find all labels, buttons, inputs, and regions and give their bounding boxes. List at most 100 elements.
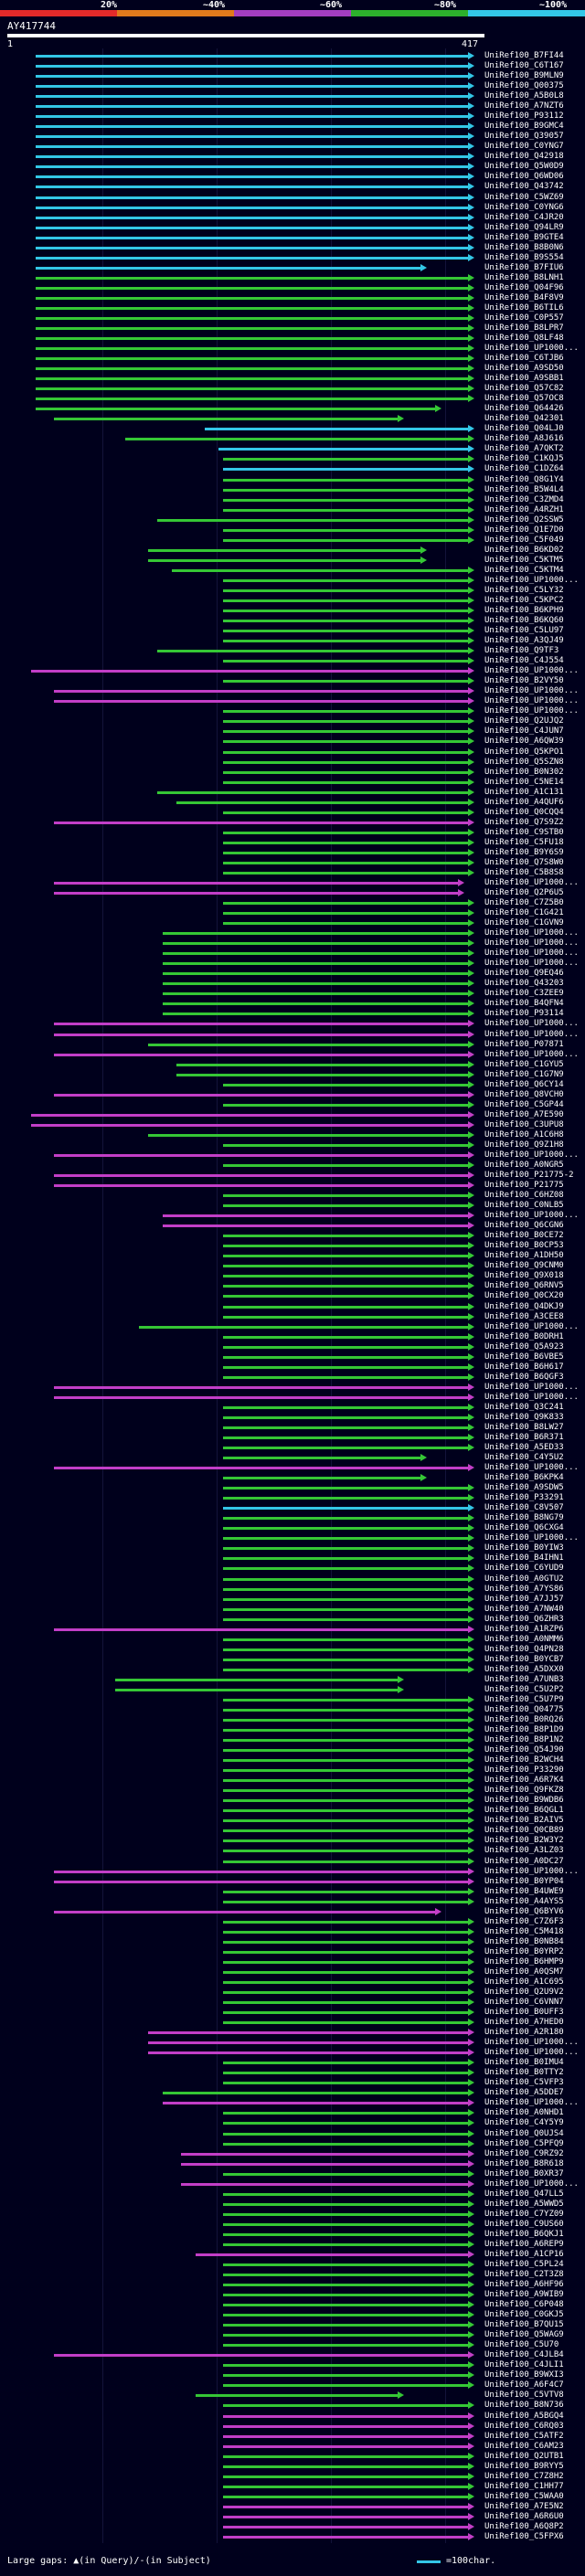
hit-label[interactable]: UniRef100_UP1000...: [484, 1029, 579, 1039]
hit-row[interactable]: UniRef100_UP1000...: [0, 2179, 585, 2189]
hit-label[interactable]: UniRef100_C0NLB5: [484, 1201, 564, 1211]
hit-row[interactable]: UniRef100_A0QSM7: [0, 1967, 585, 1977]
hit-label[interactable]: UniRef100_C5M418: [484, 1926, 564, 1936]
hit-row[interactable]: UniRef100_Q6CXG4: [0, 1523, 585, 1533]
hit-row[interactable]: UniRef100_B6KD02: [0, 546, 585, 556]
hit-label[interactable]: UniRef100_B0UFF3: [484, 2008, 564, 2018]
hit-row[interactable]: UniRef100_B7QU15: [0, 2320, 585, 2330]
hit-label[interactable]: UniRef100_UP1000...: [484, 1866, 579, 1876]
hit-label[interactable]: UniRef100_C7YZ09: [484, 2209, 564, 2219]
hit-row[interactable]: UniRef100_B8NG79: [0, 1513, 585, 1523]
hit-row[interactable]: UniRef100_A7NW40: [0, 1605, 585, 1615]
hit-row[interactable]: UniRef100_B2W3Y2: [0, 1836, 585, 1846]
hit-row[interactable]: UniRef100_C5B8S8: [0, 868, 585, 878]
hit-label[interactable]: UniRef100_A5DDE7: [484, 2088, 564, 2098]
hit-label[interactable]: UniRef100_Q0CQQ4: [484, 807, 564, 817]
hit-row[interactable]: UniRef100_A1C6H8: [0, 1129, 585, 1140]
hit-row[interactable]: UniRef100_B0CE72: [0, 1231, 585, 1241]
hit-label[interactable]: UniRef100_Q6CGN6: [484, 1221, 564, 1231]
hit-row[interactable]: UniRef100_C5U2P2: [0, 1685, 585, 1695]
hit-row[interactable]: UniRef100_B0YIW3: [0, 1543, 585, 1553]
hit-label[interactable]: UniRef100_Q6CXG4: [484, 1523, 564, 1533]
hit-label[interactable]: UniRef100_A9SBB1: [484, 374, 564, 384]
hit-row[interactable]: UniRef100_B8R618: [0, 2159, 585, 2169]
hit-row[interactable]: UniRef100_C0YNG6: [0, 202, 585, 213]
hit-label[interactable]: UniRef100_B8B0N6: [484, 242, 564, 252]
hit-label[interactable]: UniRef100_C8V507: [484, 1503, 564, 1513]
hit-row[interactable]: UniRef100_UP1000...: [0, 1029, 585, 1040]
hit-label[interactable]: UniRef100_A4RZH1: [484, 504, 564, 514]
hit-row[interactable]: UniRef100_A7HED0: [0, 2018, 585, 2028]
hit-row[interactable]: UniRef100_Q57OC8: [0, 394, 585, 404]
hit-label[interactable]: UniRef100_B0RQ26: [484, 1715, 564, 1724]
hit-row[interactable]: UniRef100_A7YS86: [0, 1585, 585, 1595]
hit-row[interactable]: UniRef100_UP1000...: [0, 344, 585, 354]
hit-label[interactable]: UniRef100_B0YIW3: [484, 1543, 564, 1553]
hit-label[interactable]: UniRef100_A1C6H8: [484, 1129, 564, 1140]
hit-row[interactable]: UniRef100_C9STB0: [0, 828, 585, 838]
hit-row[interactable]: UniRef100_A0NGR5: [0, 1161, 585, 1171]
hit-row[interactable]: UniRef100_B6TIL6: [0, 303, 585, 313]
hit-row[interactable]: UniRef100_A7E590: [0, 1110, 585, 1120]
hit-row[interactable]: UniRef100_C4J554: [0, 656, 585, 666]
hit-label[interactable]: UniRef100_C6YUD9: [484, 1564, 564, 1574]
hit-label[interactable]: UniRef100_A1DH50: [484, 1251, 564, 1261]
hit-row[interactable]: UniRef100_UP1000...: [0, 706, 585, 716]
hit-row[interactable]: UniRef100_C4Y5Y9: [0, 2118, 585, 2128]
hit-label[interactable]: UniRef100_Q8VCH0: [484, 1089, 564, 1099]
hit-label[interactable]: UniRef100_B0IMU4: [484, 2058, 564, 2068]
hit-row[interactable]: UniRef100_Q64426: [0, 404, 585, 414]
hit-label[interactable]: UniRef100_A8J616: [484, 434, 564, 444]
hit-row[interactable]: UniRef100_B6QGL1: [0, 1806, 585, 1816]
hit-label[interactable]: UniRef100_A9SD50: [484, 364, 564, 374]
hit-row[interactable]: UniRef100_B9RYY5: [0, 2462, 585, 2472]
hit-row[interactable]: UniRef100_B2AIV5: [0, 1816, 585, 1826]
hit-label[interactable]: UniRef100_C7Z5B0: [484, 898, 564, 908]
hit-row[interactable]: UniRef100_B9GTE4: [0, 233, 585, 243]
hit-label[interactable]: UniRef100_C5WZ69: [484, 192, 564, 202]
hit-label[interactable]: UniRef100_C3UPU8: [484, 1119, 564, 1129]
hit-row[interactable]: UniRef100_C5ATF2: [0, 2432, 585, 2442]
hit-row[interactable]: UniRef100_A0NHD1: [0, 2108, 585, 2118]
hit-label[interactable]: UniRef100_C1G421: [484, 908, 564, 918]
hit-label[interactable]: UniRef100_B6QGF3: [484, 1372, 564, 1382]
hit-row[interactable]: UniRef100_C5LY32: [0, 586, 585, 596]
hit-row[interactable]: UniRef100_P93112: [0, 111, 585, 122]
hit-label[interactable]: UniRef100_C5KTM5: [484, 555, 564, 565]
hit-row[interactable]: UniRef100_C4JLI1: [0, 2360, 585, 2370]
hit-row[interactable]: UniRef100_Q2SSW5: [0, 515, 585, 525]
hit-row[interactable]: UniRef100_Q47LL5: [0, 2189, 585, 2200]
hit-label[interactable]: UniRef100_B8P1N2: [484, 1735, 564, 1745]
hit-label[interactable]: UniRef100_Q42918: [484, 152, 564, 162]
hit-row[interactable]: UniRef100_A6REP9: [0, 2240, 585, 2250]
hit-label[interactable]: UniRef100_B6QKJ1: [484, 2229, 564, 2239]
hit-row[interactable]: UniRef100_Q9X018: [0, 1271, 585, 1281]
hit-label[interactable]: UniRef100_Q4DKJ9: [484, 1301, 564, 1311]
hit-row[interactable]: UniRef100_B8LNH1: [0, 273, 585, 283]
hit-label[interactable]: UniRef100_C6TJB6: [484, 354, 564, 364]
hit-label[interactable]: UniRef100_UP1000...: [484, 706, 579, 716]
hit-label[interactable]: UniRef100_A0NHD1: [484, 2108, 564, 2118]
hit-row[interactable]: UniRef100_P07871: [0, 1039, 585, 1050]
hit-label[interactable]: UniRef100_B4IHN1: [484, 1553, 564, 1564]
hit-row[interactable]: UniRef100_A0GTU2: [0, 1574, 585, 1585]
hit-label[interactable]: UniRef100_P93114: [484, 1009, 564, 1019]
hit-label[interactable]: UniRef100_Q9Z1H8: [484, 1140, 564, 1150]
hit-label[interactable]: UniRef100_Q0CB89: [484, 1826, 564, 1836]
hit-label[interactable]: UniRef100_A4AYS5: [484, 1896, 564, 1906]
hit-row[interactable]: UniRef100_P93114: [0, 1009, 585, 1019]
hit-label[interactable]: UniRef100_Q04LJ0: [484, 424, 564, 434]
hit-label[interactable]: UniRef100_A3LZ03: [484, 1846, 564, 1856]
hit-label[interactable]: UniRef100_B8NG79: [484, 1513, 564, 1523]
hit-label[interactable]: UniRef100_Q6WD06: [484, 172, 564, 182]
hit-label[interactable]: UniRef100_Q6RNV5: [484, 1281, 564, 1291]
hit-row[interactable]: UniRef100_A5WWD5: [0, 2200, 585, 2210]
hit-row[interactable]: UniRef100_Q2U9V2: [0, 1988, 585, 1998]
hit-label[interactable]: UniRef100_A4QUF6: [484, 797, 564, 807]
hit-row[interactable]: UniRef100_Q43203: [0, 979, 585, 989]
hit-label[interactable]: UniRef100_C5VTV8: [484, 2390, 564, 2401]
hit-label[interactable]: UniRef100_C0YNG6: [484, 202, 564, 212]
hit-row[interactable]: UniRef100_A7JJ57: [0, 1595, 585, 1605]
hit-label[interactable]: UniRef100_A6F4C7: [484, 2380, 564, 2390]
hit-label[interactable]: UniRef100_P07871: [484, 1039, 564, 1049]
